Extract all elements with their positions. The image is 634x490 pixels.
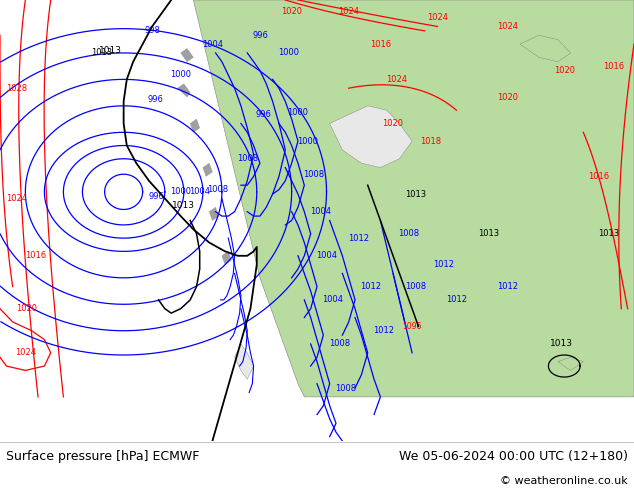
Text: 1008: 1008 bbox=[328, 340, 350, 348]
Text: 1000: 1000 bbox=[287, 108, 309, 117]
Text: 1028: 1028 bbox=[6, 84, 27, 93]
Text: 1024: 1024 bbox=[338, 6, 359, 16]
Text: 1018: 1018 bbox=[420, 137, 442, 146]
Polygon shape bbox=[222, 251, 231, 265]
Text: 996: 996 bbox=[255, 110, 271, 119]
Text: 1024: 1024 bbox=[6, 194, 27, 203]
Text: 1020: 1020 bbox=[553, 66, 575, 75]
Text: 1012: 1012 bbox=[373, 326, 394, 335]
Text: 1013: 1013 bbox=[100, 46, 122, 55]
Text: We 05-06-2024 00:00 UTC (12+180): We 05-06-2024 00:00 UTC (12+180) bbox=[399, 450, 628, 463]
Text: 1013: 1013 bbox=[550, 340, 573, 348]
Text: 1024: 1024 bbox=[496, 22, 518, 31]
Text: 1000: 1000 bbox=[170, 71, 191, 79]
Text: 1024: 1024 bbox=[15, 348, 36, 357]
Text: 1012: 1012 bbox=[360, 282, 382, 291]
Text: 996: 996 bbox=[147, 95, 164, 104]
Text: 1004: 1004 bbox=[316, 251, 337, 260]
Polygon shape bbox=[203, 163, 212, 176]
Text: 1013: 1013 bbox=[91, 49, 112, 57]
Text: 1000: 1000 bbox=[170, 187, 191, 196]
Text: 1004: 1004 bbox=[309, 207, 331, 216]
Text: 998: 998 bbox=[144, 26, 160, 35]
Polygon shape bbox=[235, 344, 254, 379]
Polygon shape bbox=[181, 49, 193, 62]
Text: 1013: 1013 bbox=[172, 200, 195, 210]
Text: 1012: 1012 bbox=[446, 295, 467, 304]
Text: 1012: 1012 bbox=[496, 282, 518, 291]
Polygon shape bbox=[193, 0, 634, 397]
Text: 1020: 1020 bbox=[281, 6, 302, 16]
Text: © weatheronline.co.uk: © weatheronline.co.uk bbox=[500, 476, 628, 486]
Text: 1004: 1004 bbox=[189, 187, 210, 196]
Polygon shape bbox=[190, 119, 200, 132]
Text: 1020: 1020 bbox=[382, 119, 404, 128]
Text: 1024: 1024 bbox=[427, 13, 448, 22]
Text: 1096: 1096 bbox=[403, 322, 422, 331]
Polygon shape bbox=[209, 207, 219, 220]
Text: 1020: 1020 bbox=[16, 304, 37, 313]
Polygon shape bbox=[520, 35, 571, 62]
Text: 1004: 1004 bbox=[202, 40, 223, 49]
Text: 1013: 1013 bbox=[404, 190, 426, 198]
Text: 996: 996 bbox=[149, 192, 165, 201]
Polygon shape bbox=[178, 84, 190, 97]
Polygon shape bbox=[558, 357, 583, 370]
Text: 1016: 1016 bbox=[25, 251, 46, 260]
Text: 1008: 1008 bbox=[404, 282, 426, 291]
Text: 1004: 1004 bbox=[322, 295, 344, 304]
Text: 1008: 1008 bbox=[335, 384, 356, 392]
Text: 1000: 1000 bbox=[278, 49, 299, 57]
Text: 1020: 1020 bbox=[496, 93, 518, 101]
Text: 1013: 1013 bbox=[477, 229, 499, 238]
Text: 1008: 1008 bbox=[398, 229, 420, 238]
Text: 1016: 1016 bbox=[604, 62, 624, 71]
Text: 1012: 1012 bbox=[433, 260, 455, 269]
Text: 1016: 1016 bbox=[588, 172, 610, 181]
Text: 1000: 1000 bbox=[297, 137, 318, 146]
Text: 996: 996 bbox=[252, 31, 268, 40]
Text: 1012: 1012 bbox=[347, 234, 369, 243]
Text: 1013: 1013 bbox=[598, 229, 619, 238]
Text: Surface pressure [hPa] ECMWF: Surface pressure [hPa] ECMWF bbox=[6, 450, 200, 463]
Text: 1016: 1016 bbox=[370, 40, 391, 49]
Text: 1008: 1008 bbox=[236, 154, 258, 163]
Text: 1024: 1024 bbox=[385, 75, 407, 84]
Text: 1008: 1008 bbox=[303, 170, 325, 179]
Polygon shape bbox=[330, 106, 412, 168]
Text: 1008: 1008 bbox=[207, 185, 228, 194]
